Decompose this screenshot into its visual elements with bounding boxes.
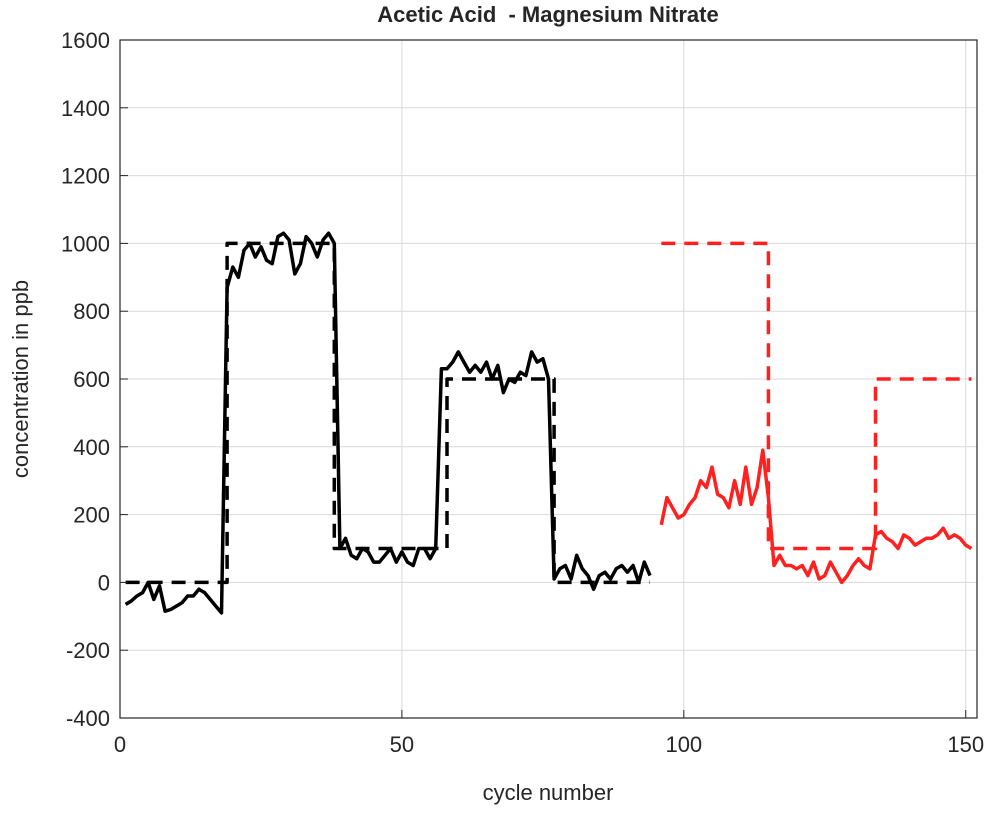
y-axis-label: concentration in ppb [8, 280, 33, 478]
x-tick-label: 50 [390, 732, 414, 757]
y-tick-label: 800 [73, 299, 110, 324]
y-tick-label: 1000 [61, 231, 110, 256]
y-tick-label: 200 [73, 503, 110, 528]
y-tick-label: 600 [73, 367, 110, 392]
data-line [659, 448, 973, 585]
y-tick-label: -400 [66, 706, 110, 731]
y-tick-label: 0 [98, 570, 110, 595]
plot-lines [124, 231, 973, 615]
y-tick-label: 1200 [61, 164, 110, 189]
x-tick-label: 100 [665, 732, 702, 757]
x-axis-label: cycle number [483, 780, 614, 805]
dashed-line [125, 241, 650, 585]
y-tick-label: -200 [66, 638, 110, 663]
y-tick-label: 400 [73, 435, 110, 460]
x-tick-label: 0 [114, 732, 126, 757]
data-line [124, 231, 652, 615]
x-tick-label: 150 [947, 732, 984, 757]
chart-title: Acetic Acid - Magnesium Nitrate [377, 2, 718, 27]
y-tick-label: 1600 [61, 28, 110, 53]
dashed-line [661, 241, 972, 551]
y-tick-label: 1400 [61, 96, 110, 121]
